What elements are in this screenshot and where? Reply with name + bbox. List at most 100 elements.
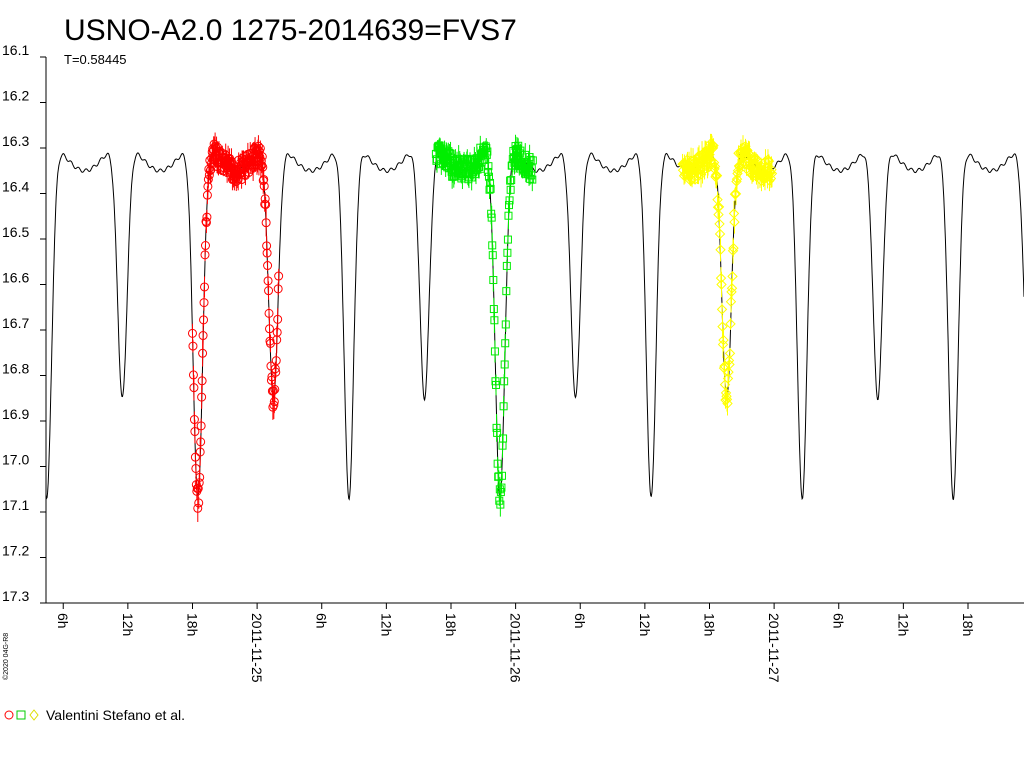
legend: Valentini Stefano et al. [4, 707, 185, 723]
data-point [500, 360, 509, 369]
data-point [730, 188, 742, 200]
data-point [190, 427, 200, 437]
data-point [264, 286, 274, 296]
y-tick-label: 17.1 [2, 497, 29, 513]
data-point [197, 376, 207, 386]
data-point [483, 147, 492, 156]
data-point [273, 284, 283, 294]
data-point [259, 181, 269, 191]
x-tick-label: 12h [120, 613, 136, 636]
x-tick-label: 18h [443, 613, 459, 636]
x-tick-label: 6h [831, 613, 847, 629]
data-point [507, 176, 516, 185]
data-point [716, 279, 727, 290]
data-point [240, 170, 250, 180]
y-tick-label: 16.6 [2, 270, 29, 286]
x-tick-label: 2011-11-27 [766, 613, 782, 683]
data-point [726, 283, 738, 294]
period-label: T=0.58445 [64, 52, 127, 67]
data-point [490, 347, 499, 356]
data-point [493, 459, 502, 468]
y-tick-label: 16.2 [2, 88, 29, 104]
legend-diamond-marker [29, 709, 39, 721]
data-point [190, 452, 200, 462]
data-point [265, 324, 275, 334]
data-point [725, 296, 737, 307]
x-tick-label: 18h [701, 613, 717, 636]
data-point [724, 348, 736, 359]
data-point [493, 428, 502, 437]
x-tick-label: 18h [184, 613, 200, 636]
data-point [489, 305, 498, 314]
y-tick-label: 16.8 [2, 361, 29, 377]
data-point [514, 141, 523, 150]
data-point [198, 331, 208, 341]
series-3 [677, 133, 778, 416]
data-point [445, 148, 454, 157]
data-point [487, 213, 496, 222]
data-point [722, 373, 734, 384]
legend-circle-marker [4, 710, 14, 720]
data-point [763, 155, 775, 167]
data-point [262, 248, 272, 258]
data-point [501, 339, 510, 348]
data-point [194, 498, 204, 508]
data-point [515, 149, 524, 158]
data-point [526, 155, 535, 164]
data-point [516, 146, 525, 155]
y-tick-label: 16.5 [2, 224, 29, 240]
data-point [189, 383, 199, 393]
data-point [488, 241, 497, 250]
data-point [727, 271, 738, 282]
data-point [198, 348, 208, 358]
x-tick-label: 12h [637, 613, 653, 636]
copyright-text: ©2020 04G-R8 [2, 633, 10, 680]
data-point [484, 172, 493, 181]
data-point [492, 423, 501, 432]
data-point [488, 251, 497, 260]
data-point [506, 176, 515, 185]
data-point [719, 360, 730, 372]
data-point [506, 185, 515, 194]
data-point [263, 261, 273, 271]
data-point [718, 334, 729, 346]
legend-square-marker [16, 710, 26, 720]
data-point [502, 261, 511, 270]
data-point [270, 384, 280, 394]
data-point [196, 437, 206, 447]
y-tick-label: 16.4 [2, 179, 29, 195]
data-point [484, 162, 493, 171]
data-point [729, 216, 740, 228]
data-point [486, 178, 495, 187]
y-tick-label: 16.3 [2, 133, 29, 149]
x-tick-label: 12h [895, 613, 911, 636]
legend-label: Valentini Stefano et al. [46, 707, 185, 723]
data-point [187, 328, 197, 338]
data-point [502, 287, 511, 296]
x-tick-label: 6h [572, 613, 588, 629]
data-point [193, 484, 203, 494]
data-point [496, 488, 505, 497]
data-point [199, 315, 209, 325]
data-point [697, 166, 708, 177]
data-point [196, 421, 206, 431]
data-point [505, 201, 514, 210]
data-point [528, 156, 537, 165]
data-point [191, 463, 201, 473]
data-point [255, 143, 265, 153]
data-point [501, 320, 510, 329]
data-point [497, 471, 506, 480]
x-tick-label: 2011-11-26 [508, 613, 524, 683]
data-point [271, 356, 281, 366]
x-tick-label: 6h [55, 613, 71, 629]
y-tick-label: 16.7 [2, 315, 29, 331]
data-point [713, 201, 725, 213]
data-point [495, 485, 504, 494]
data-point [500, 377, 509, 386]
data-point [188, 341, 198, 351]
data-point [497, 483, 506, 492]
data-point [200, 241, 210, 251]
data-point [722, 398, 733, 409]
series-1 [187, 132, 284, 522]
